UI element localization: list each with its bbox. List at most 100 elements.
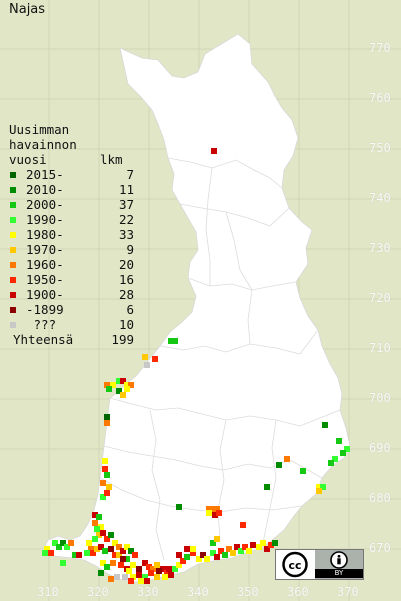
legend-item-label: 1900- — [26, 287, 64, 302]
observation-square — [242, 544, 248, 550]
license-badge[interactable]: cc BY — [275, 549, 364, 580]
observation-square — [238, 548, 244, 554]
observation-square — [104, 490, 110, 496]
legend-item-count: 6 — [126, 302, 134, 317]
observation-square — [172, 338, 178, 344]
observation-square — [184, 546, 190, 552]
observation-square — [120, 556, 126, 562]
observation-square — [190, 546, 196, 552]
observation-square — [210, 550, 216, 556]
observation-square — [116, 552, 122, 558]
legend-total-count: 199 — [111, 332, 134, 347]
observation-square — [196, 556, 202, 562]
cc-logo-area: cc — [276, 550, 315, 579]
observation-square — [234, 544, 240, 550]
legend-item-count: 33 — [118, 227, 134, 242]
observation-square — [104, 414, 110, 420]
legend-item: 1960- 20 — [9, 257, 134, 272]
legend-item-label: 2000- — [26, 197, 64, 212]
legend-item-label: 1970- — [26, 242, 64, 257]
legend-item-count: 20 — [118, 257, 134, 272]
observation-square — [332, 456, 338, 462]
observation-square — [92, 536, 98, 542]
observation-square — [180, 558, 186, 564]
observation-square — [94, 526, 100, 532]
x-tick-label: 320 — [87, 585, 109, 599]
legend-item: ??? 10 — [9, 317, 134, 332]
observation-square — [212, 512, 218, 518]
y-tick-label: 730 — [369, 241, 391, 255]
map-title: Najas — [9, 2, 46, 17]
observation-square — [104, 420, 110, 426]
observation-square — [128, 578, 134, 584]
observation-square — [94, 546, 100, 552]
legend-item: 1990- 22 — [9, 212, 134, 227]
x-tick-label: 310 — [37, 585, 59, 599]
observation-square — [100, 530, 106, 536]
legend-item-label: 1990- — [26, 212, 64, 227]
observation-square — [154, 574, 160, 580]
observation-square — [116, 378, 122, 384]
observation-square — [176, 562, 182, 568]
observation-square — [124, 386, 130, 392]
observation-square — [146, 564, 152, 570]
observation-square — [216, 510, 222, 516]
observation-square — [168, 338, 174, 344]
observation-square — [104, 382, 110, 388]
observation-square — [100, 480, 106, 486]
observation-square — [164, 570, 170, 576]
observation-square — [44, 546, 50, 552]
observation-square — [222, 552, 228, 558]
observation-square — [120, 378, 126, 384]
legend-year-column-label: vuosi — [9, 152, 47, 167]
observation-square — [90, 550, 96, 556]
observation-square — [176, 552, 182, 558]
legend-item: 2015- 7 — [9, 167, 134, 182]
observation-square — [200, 552, 206, 558]
x-tick-label: 330 — [137, 585, 159, 599]
observation-square — [162, 574, 168, 580]
observation-square — [72, 552, 78, 558]
observation-square — [136, 572, 142, 578]
observation-square — [264, 546, 270, 552]
observation-square — [148, 570, 154, 576]
observation-markers — [42, 148, 350, 584]
observation-square — [130, 562, 136, 568]
observation-square — [284, 456, 290, 462]
observation-square — [86, 540, 92, 546]
observation-square — [96, 532, 102, 538]
observation-square — [214, 554, 220, 560]
legend-swatch — [10, 307, 16, 313]
observation-square — [226, 546, 232, 552]
legend-header-line1: Uusimman — [9, 122, 70, 137]
observation-square — [142, 354, 148, 360]
legend-count-column-label: lkm — [100, 152, 123, 167]
legend-swatch — [10, 202, 16, 208]
observation-square — [110, 382, 116, 388]
y-tick-label: 710 — [369, 341, 391, 355]
observation-square — [272, 540, 278, 546]
observation-square — [300, 468, 306, 474]
legend-item-count: 16 — [118, 272, 134, 287]
legend-item: -1899 6 — [9, 302, 134, 317]
legend-rows: 2015- 7 2010- 11 2000- 37 1990- 22 1980- 33 1970- 9… — [9, 167, 134, 332]
observation-square — [102, 548, 108, 554]
observation-square — [64, 544, 70, 550]
legend-item: 1950- 16 — [9, 272, 134, 287]
observation-square — [230, 550, 236, 556]
observation-square — [112, 540, 118, 546]
observation-square — [102, 458, 108, 464]
legend-swatch — [10, 217, 16, 223]
observation-square — [246, 548, 252, 554]
legend-total-label: Yhteensä — [13, 332, 74, 347]
observation-square — [122, 574, 128, 580]
observation-square — [128, 548, 134, 554]
observation-square — [108, 576, 114, 582]
svg-text:cc: cc — [288, 559, 301, 572]
legend-item-label: -1899 — [26, 302, 64, 317]
observation-square — [206, 510, 212, 516]
observation-square — [142, 574, 148, 580]
observation-square — [56, 544, 62, 550]
observation-square — [114, 574, 120, 580]
